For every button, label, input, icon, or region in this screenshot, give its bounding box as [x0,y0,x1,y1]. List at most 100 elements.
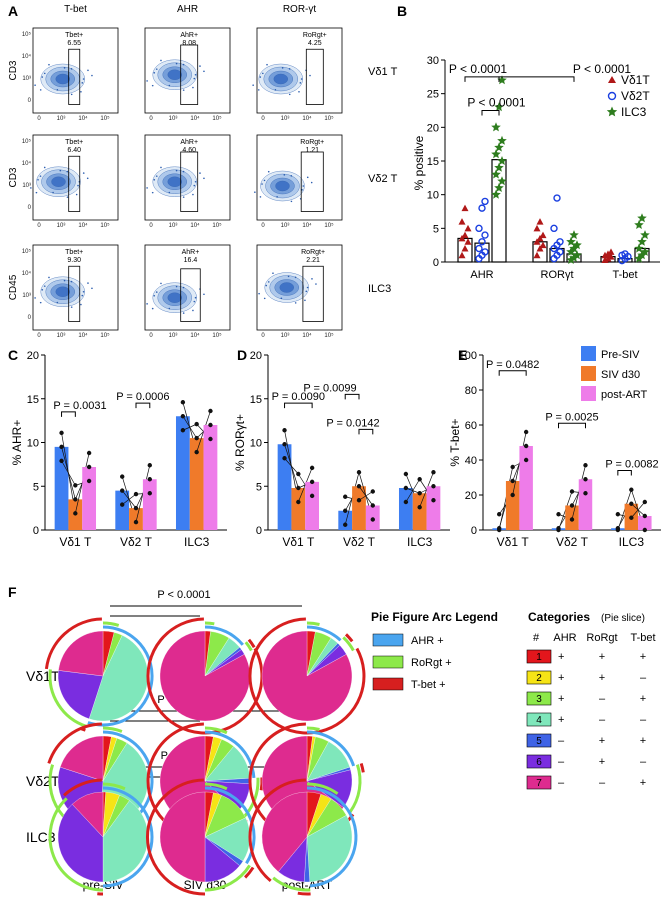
flow-event-dot [56,301,59,304]
b-legend-label: ILC3 [621,105,647,119]
b-triangle-point [533,251,541,259]
f-arc-tbet [146,617,264,735]
bar-category-label: Vδ2 T [343,535,376,549]
flow-event-dot [175,285,178,288]
bar-y-tick-label: 15 [27,394,39,406]
bar-sample-point [583,491,588,496]
flow-event-dot [81,82,84,84]
flow-gate [180,44,199,105]
flow-y-tick: 10⁵ [22,248,32,255]
bar-y-tick-label: 5 [33,481,39,493]
bar-sample-point [417,477,422,482]
b-pvalue: P < 0.0001 [573,62,631,76]
b-mean-bar [532,241,548,263]
panel-label-f: F [8,584,17,600]
flow-event-dot [290,200,293,203]
flow-gate-value: 2.21 [306,257,320,264]
bar-sample-point [642,513,648,519]
bar-sample-point [86,450,92,456]
b-triangle-point [461,204,469,212]
b-triangle-point [539,241,547,249]
flow-event-dot [175,62,178,65]
f-arc-ahr [306,625,342,642]
bar-y-axis-label: % T-bet+ [448,418,462,466]
f-arc-tbet [297,891,311,896]
bar-sample-point [343,522,348,527]
b-star-point [569,243,579,253]
f-arc-rorgt [48,669,88,728]
bar-sample-point [120,488,125,493]
flow-x-tick: 10⁵ [100,115,110,122]
cde-legend-label: post-ART [601,389,648,401]
f-arc-tbet [344,633,354,643]
flow-x-tick: 10³ [57,116,66,122]
b-star-point [566,246,576,256]
b-category-label: RORγt [541,269,574,281]
flow-event-dot [168,307,171,310]
bar-sample-point [431,484,436,489]
flow-event-dot [52,191,54,194]
b-y-tick-label: 5 [433,223,439,235]
b-comparison-bracket [481,110,500,116]
flow-gate-value: 9.30 [67,257,81,264]
bar-sample-point [403,485,409,491]
flow-event-dot [151,307,154,310]
bar-sample-point [180,428,186,433]
flow-gate-name: Tbet+ [65,32,83,39]
b-star-point [606,106,618,117]
flow-event-dot [288,68,291,70]
flow-y-tick: 10⁴ [22,53,32,60]
flow-event-dot [192,86,194,89]
flow-event-dot [298,90,300,93]
flow-x-tick: 10⁴ [302,222,312,229]
f-pie-slice [57,670,104,719]
flow-event-dot [182,170,185,173]
bar-sample-point [194,435,199,441]
f-pie-slice [88,635,149,722]
f-arc-rorgt [204,621,215,626]
b-legend-circle [607,91,617,101]
flow-gate [305,48,324,105]
flow-event-dot [182,63,185,66]
flow-event-dot [43,285,46,287]
flow-event-dot [274,89,277,91]
b-circle-point [553,194,561,202]
f-arc-tbet [248,778,306,883]
cde-legend-swatch [581,366,596,381]
b-circle-point [475,224,483,233]
flow-x-tick: 10⁴ [78,332,88,339]
flow-x-tick: 10³ [169,223,178,229]
flow-event-dot [304,299,306,302]
f-arc-legend-label: T-bet + [411,679,446,691]
bar-sample-point [59,458,64,464]
f-arc-rorgt [244,641,253,652]
b-y-tick-label: 20 [427,122,439,134]
flow-event-dot [182,312,185,314]
flow-event-dot [39,301,42,304]
f-arc-ahr [204,625,244,646]
flow-event-dot [151,191,154,194]
f-arc-legend-label: AHR + [411,635,444,647]
flow-y-axis-label: CD3 [8,60,19,80]
bar-sample-point [120,502,125,507]
flow-row-label: Vδ1 T [368,66,398,78]
bar-pvalue: P = 0.0090 [272,391,325,403]
flow-event-dot [80,303,82,306]
f-arc-legend-swatch [372,655,404,669]
bar-sample-point [133,519,139,525]
bar-pvalue-bracket [344,393,360,400]
flow-x-tick: 0 [37,223,41,229]
flow-event-dot [39,175,42,177]
panel-b-scatter: 0 5 10 15 20 25 30 % positive AHR RORγt T-bet P < 0… [412,55,660,281]
flow-event-dot [63,279,66,282]
f-categories-subtitle: (Pie slice) [601,613,645,624]
b-legend-triangle [608,76,616,83]
flow-event-dot [283,174,286,176]
bar-mark [412,493,427,530]
f-categories-header: RoRgt [586,632,617,644]
flow-event-dot [80,90,82,93]
f-category-number: 6 [536,757,542,768]
bar-sample-point [370,489,375,494]
bar-mark [129,508,143,530]
flow-gate-value: 6.40 [67,147,81,154]
